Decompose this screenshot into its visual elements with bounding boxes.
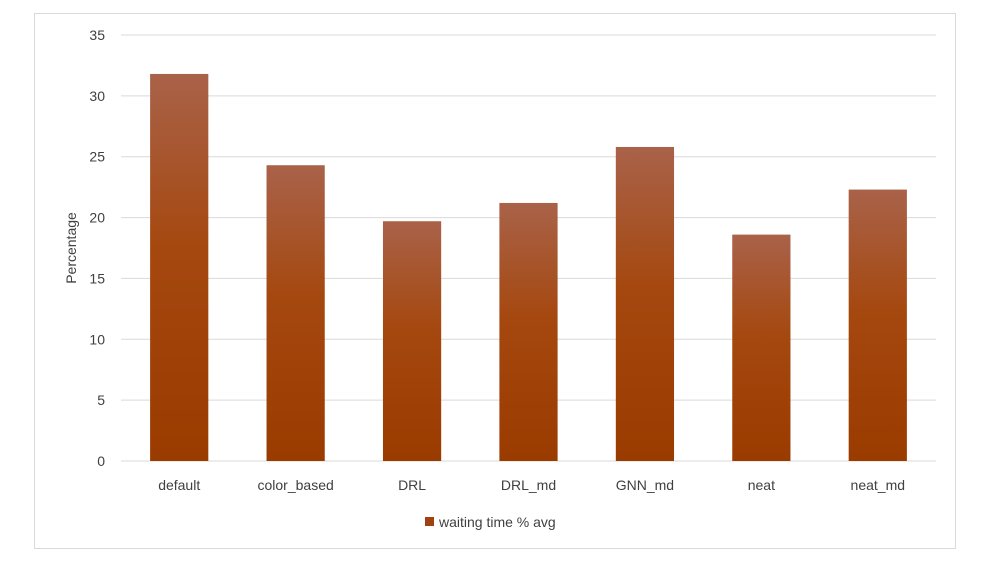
bar-neat_md bbox=[848, 189, 907, 461]
x-tick-label: DRL bbox=[398, 477, 426, 493]
legend-swatch bbox=[425, 517, 434, 526]
y-tick-label: 5 bbox=[97, 392, 105, 408]
y-tick-label: 30 bbox=[89, 88, 105, 104]
x-axis-ticks: default color_based DRL DRL_md GNN_md neat nea… bbox=[158, 477, 905, 493]
y-tick-label: 20 bbox=[89, 210, 105, 226]
bar-default bbox=[150, 73, 209, 461]
y-axis-title: Percentage bbox=[63, 212, 79, 284]
bar-GNN_md bbox=[615, 146, 675, 461]
y-tick-label: 25 bbox=[89, 149, 105, 165]
x-tick-label: color_based bbox=[258, 477, 334, 493]
x-tick-label: GNN_md bbox=[616, 477, 674, 493]
x-tick-label: neat bbox=[748, 477, 775, 493]
bar-DRL_md bbox=[499, 202, 558, 462]
y-tick-label: 0 bbox=[97, 453, 105, 469]
y-tick-label: 15 bbox=[89, 270, 105, 286]
bar-neat bbox=[732, 234, 791, 461]
bar-color_based bbox=[266, 165, 325, 461]
legend: waiting time % avg bbox=[425, 514, 556, 530]
x-tick-label: default bbox=[158, 477, 200, 493]
y-tick-label: 35 bbox=[89, 27, 105, 43]
bar-DRL bbox=[382, 221, 442, 461]
y-axis-ticks: 0 5 10 15 20 25 30 35 bbox=[89, 27, 105, 469]
legend-label: waiting time % avg bbox=[438, 514, 556, 530]
y-tick-label: 10 bbox=[89, 331, 105, 347]
bars bbox=[150, 73, 907, 462]
x-tick-label: neat_md bbox=[851, 477, 905, 493]
x-tick-label: DRL_md bbox=[501, 477, 556, 493]
